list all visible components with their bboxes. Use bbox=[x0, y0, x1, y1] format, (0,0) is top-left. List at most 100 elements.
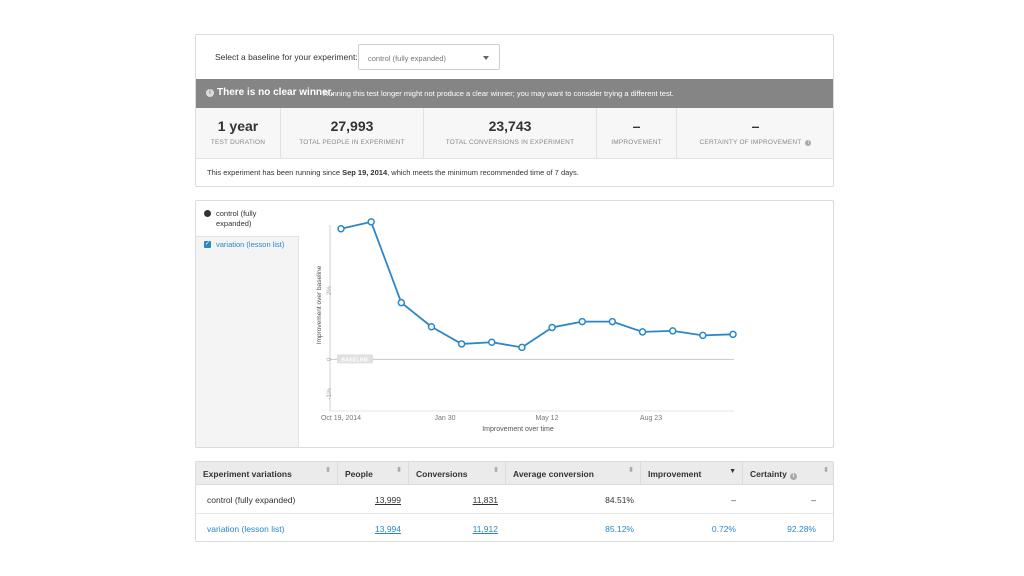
stat-improvement: – IMPROVEMENT bbox=[597, 108, 677, 159]
column-header-certainty[interactable]: Certainty i ⬍ bbox=[743, 462, 835, 485]
certainty-value: – bbox=[811, 495, 816, 505]
people-link[interactable]: 13,994 bbox=[375, 524, 401, 534]
sort-desc-icon: ▼ bbox=[729, 468, 736, 475]
stat-value: 1 year bbox=[217, 118, 259, 134]
stat-value: – bbox=[632, 118, 641, 134]
sort-icon: ⬍ bbox=[493, 467, 499, 474]
legend-label-variation: variation (lesson list) bbox=[216, 240, 285, 249]
data-point bbox=[457, 340, 466, 348]
certainty-value: 92.28% bbox=[787, 524, 816, 534]
info-icon[interactable]: i bbox=[805, 140, 812, 146]
data-point bbox=[488, 338, 496, 346]
stat-label: IMPROVEMENT bbox=[611, 139, 662, 146]
improvement-value: – bbox=[731, 495, 736, 505]
improvement-chart-card: control (fully expanded) ✓ variation (le… bbox=[195, 200, 834, 448]
data-point bbox=[608, 317, 617, 326]
x-tick-label: May 12 bbox=[536, 415, 559, 422]
table-row: variation (lesson list) 13,994 11,912 85… bbox=[196, 514, 833, 543]
column-header-label: Average conversion bbox=[513, 469, 594, 479]
stat-value: – bbox=[751, 118, 760, 134]
stat-value: 23,743 bbox=[488, 118, 532, 134]
legend-item-variation[interactable]: ✓ variation (lesson list) bbox=[196, 240, 299, 254]
stats-bar: 1 year TEST DURATION 27,993 TOTAL PEOPLE… bbox=[196, 108, 833, 159]
baseline-dropdown-value: control (fully expanded) bbox=[368, 54, 446, 63]
data-point bbox=[729, 330, 737, 339]
data-point bbox=[699, 331, 707, 340]
stat-label-text: CERTAINTY OF IMPROVEMENT bbox=[699, 139, 802, 146]
data-point bbox=[367, 218, 375, 226]
stat-total-conversions: 23,743 TOTAL CONVERSIONS IN EXPERIMENT bbox=[424, 108, 597, 159]
baseline-label: Select a baseline for your experiment: bbox=[215, 52, 358, 62]
people-link[interactable]: 13,999 bbox=[375, 495, 401, 505]
variations-table: Experiment variations ⬍ People ⬍ Convers… bbox=[195, 461, 834, 542]
result-banner: i There is no clear winner. Running this… bbox=[196, 79, 833, 108]
x-axis-title: Improvement over time bbox=[482, 426, 554, 433]
chevron-down-icon bbox=[483, 56, 489, 60]
experiment-summary-card: Select a baseline for your experiment: c… bbox=[195, 34, 834, 187]
data-point bbox=[337, 225, 345, 233]
sort-icon: ⬍ bbox=[325, 467, 331, 474]
x-tick-label: Oct 19, 2014 bbox=[321, 415, 361, 422]
baseline-badge-label: BASELINE bbox=[341, 357, 369, 363]
banner-headline: There is no clear winner. bbox=[217, 87, 334, 98]
stat-label: TOTAL CONVERSIONS IN EXPERIMENT bbox=[445, 139, 575, 146]
stat-label: CERTAINTY OF IMPROVEMENT i bbox=[677, 139, 834, 146]
running-note-suffix: , which meets the minimum recommended ti… bbox=[387, 168, 579, 177]
conversions-link[interactable]: 11,831 bbox=[472, 495, 498, 505]
chart-plot-area: BASELINE 2% 0 -1% Improvement over baseline O… bbox=[300, 201, 834, 447]
data-point bbox=[638, 328, 647, 336]
data-point bbox=[397, 298, 406, 307]
baseline-selector-row: Select a baseline for your experiment: c… bbox=[196, 35, 833, 79]
data-point bbox=[518, 343, 526, 352]
x-tick-label: Jan 30 bbox=[434, 415, 455, 422]
line-chart: BASELINE 2% 0 -1% Improvement over baseline O… bbox=[316, 218, 737, 433]
column-header-label: Experiment variations bbox=[203, 469, 292, 479]
column-header-label: People bbox=[345, 469, 373, 479]
improvement-value: 0.72% bbox=[711, 524, 736, 534]
average-conversion: 84.51% bbox=[605, 495, 634, 505]
column-header-label: Certainty bbox=[750, 469, 787, 479]
running-note: This experiment has been running since S… bbox=[207, 168, 579, 177]
info-icon[interactable]: i bbox=[789, 473, 797, 480]
variation-name[interactable]: variation (lesson list) bbox=[207, 524, 285, 534]
column-header-label: Conversions bbox=[416, 469, 468, 479]
chart-legend: control (fully expanded) ✓ variation (le… bbox=[196, 201, 299, 447]
baseline-dot-icon bbox=[204, 210, 211, 217]
column-header-label: Improvement bbox=[648, 469, 702, 479]
column-header-variations[interactable]: Experiment variations ⬍ bbox=[196, 462, 338, 485]
data-point bbox=[668, 327, 677, 335]
average-conversion: 85.12% bbox=[605, 524, 634, 534]
series-line-variation bbox=[340, 220, 734, 349]
table-header: Experiment variations ⬍ People ⬍ Convers… bbox=[196, 462, 833, 485]
stat-value: 27,993 bbox=[330, 118, 374, 134]
info-icon: i bbox=[206, 89, 214, 97]
data-point bbox=[548, 323, 556, 332]
stat-certainty: – CERTAINTY OF IMPROVEMENT i bbox=[677, 108, 834, 159]
legend-item-control[interactable]: control (fully expanded) bbox=[196, 201, 299, 237]
column-header-people[interactable]: People ⬍ bbox=[338, 462, 409, 485]
stat-total-people: 27,993 TOTAL PEOPLE IN EXPERIMENT bbox=[281, 108, 424, 159]
sort-icon: ⬍ bbox=[396, 467, 402, 474]
x-tick-label: Aug 23 bbox=[640, 415, 662, 422]
stat-test-duration: 1 year TEST DURATION bbox=[196, 108, 281, 159]
column-header-conversions[interactable]: Conversions ⬍ bbox=[409, 462, 506, 485]
data-point bbox=[578, 317, 586, 326]
y-axis-title: Improvement over baseline bbox=[316, 265, 323, 344]
column-header-label-wrap: Certainty i bbox=[750, 469, 797, 480]
sort-icon: ⬍ bbox=[823, 467, 829, 474]
baseline-badge bbox=[337, 354, 373, 364]
y-tick-label: 0 bbox=[326, 357, 333, 361]
conversions-link[interactable]: 11,912 bbox=[472, 524, 498, 534]
banner-detail: Running this test longer might not produ… bbox=[323, 89, 674, 98]
legend-label-control: control (fully expanded) bbox=[216, 209, 257, 228]
table-row: control (fully expanded) 13,999 11,831 8… bbox=[196, 485, 833, 514]
column-header-improvement[interactable]: Improvement ▼ bbox=[641, 462, 743, 485]
column-header-average-conversion[interactable]: Average conversion ⬍ bbox=[506, 462, 641, 485]
running-note-prefix: This experiment has been running since bbox=[207, 168, 343, 177]
stat-label: TEST DURATION bbox=[210, 139, 266, 146]
variation-name: control (fully expanded) bbox=[207, 495, 296, 505]
y-tick-label: -1% bbox=[326, 388, 333, 400]
baseline-dropdown[interactable]: control (fully expanded) bbox=[358, 44, 500, 70]
sort-icon: ⬍ bbox=[628, 467, 634, 474]
checkbox-checked-icon[interactable]: ✓ bbox=[204, 241, 211, 248]
